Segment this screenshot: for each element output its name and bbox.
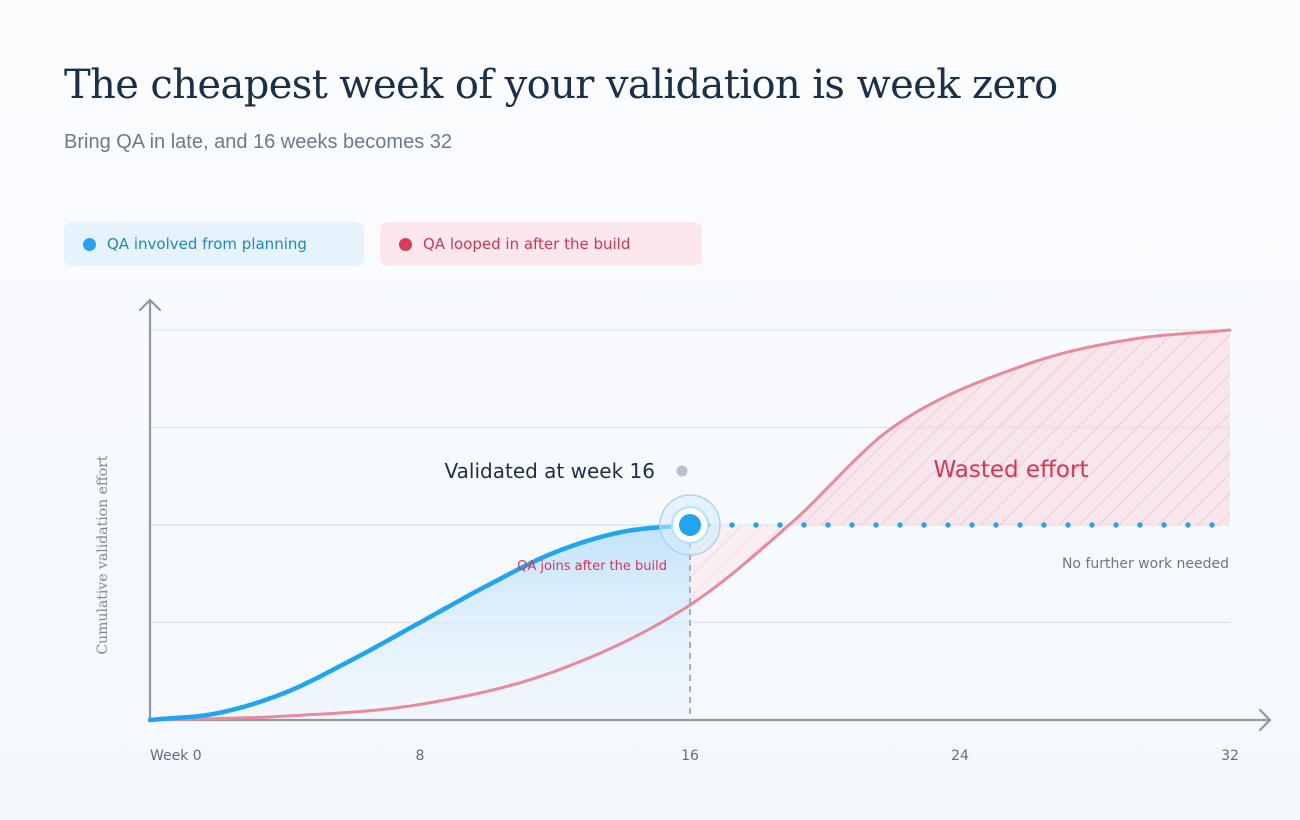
y-axis-arrow-icon	[138, 298, 162, 312]
validated-marker	[679, 514, 701, 536]
x-tick-labels: Week 0 8 16 24 32	[150, 748, 1239, 764]
plateau-dot	[1185, 522, 1191, 528]
early-plateau-dots	[705, 522, 1215, 528]
plateau-dot	[729, 522, 735, 528]
plateau-dot	[921, 522, 927, 528]
plateau-dot	[777, 522, 783, 528]
y-axis-label: Cumulative validation effort	[95, 455, 111, 654]
plateau-dot	[1161, 522, 1167, 528]
plateau-dot	[1137, 522, 1143, 528]
early-series-line	[147, 522, 693, 723]
plateau-dot	[873, 522, 879, 528]
annotation-validated-dot	[676, 465, 688, 477]
wasted-effort-area	[789, 330, 1230, 525]
late-series-line	[148, 328, 1232, 722]
plateau-dot	[969, 522, 975, 528]
x-tick-label: 16	[681, 748, 699, 764]
x-tick-label: 32	[1221, 748, 1239, 764]
plateau-dot	[945, 522, 951, 528]
x-tick-label: 8	[416, 748, 425, 764]
page-subtitle: Bring QA in late, and 16 weeks becomes 3…	[64, 131, 453, 153]
plateau-dot	[993, 522, 999, 528]
page-title: The cheapest week of your validation is …	[64, 62, 1058, 108]
plateau-dot	[1065, 522, 1071, 528]
annotation-wasted-effort: Wasted effort	[934, 457, 1089, 483]
legend-dot-blue-icon	[83, 237, 96, 251]
plateau-dot	[849, 522, 855, 528]
legend-label-late-qa: QA looped in after the build	[423, 235, 631, 253]
annotation-validated: Validated at week 16	[445, 459, 655, 483]
plateau-dot	[897, 522, 903, 528]
plateau-dot	[753, 522, 759, 528]
annotation-no-further-work: No further work needed	[1062, 556, 1229, 572]
plateau-dot	[1089, 522, 1095, 528]
legend-dot-red-icon	[399, 237, 412, 251]
annotation-qa-joins: QA joins after the build	[517, 559, 667, 574]
plateau-dot	[1113, 522, 1119, 528]
plateau-dot	[1041, 522, 1047, 528]
plateau-dot	[825, 522, 831, 528]
x-axis-arrow-icon	[1258, 708, 1272, 732]
plateau-dot	[1017, 522, 1023, 528]
legend-item-early-qa: QA involved from planning	[64, 222, 364, 266]
plateau-dot	[801, 522, 807, 528]
plateau-dot	[1209, 522, 1215, 528]
x-tick-label: Week 0	[150, 748, 202, 764]
legend-label-early-qa: QA involved from planning	[107, 235, 307, 253]
legend-item-late-qa: QA looped in after the build	[380, 222, 702, 266]
x-tick-label: 24	[951, 748, 969, 764]
